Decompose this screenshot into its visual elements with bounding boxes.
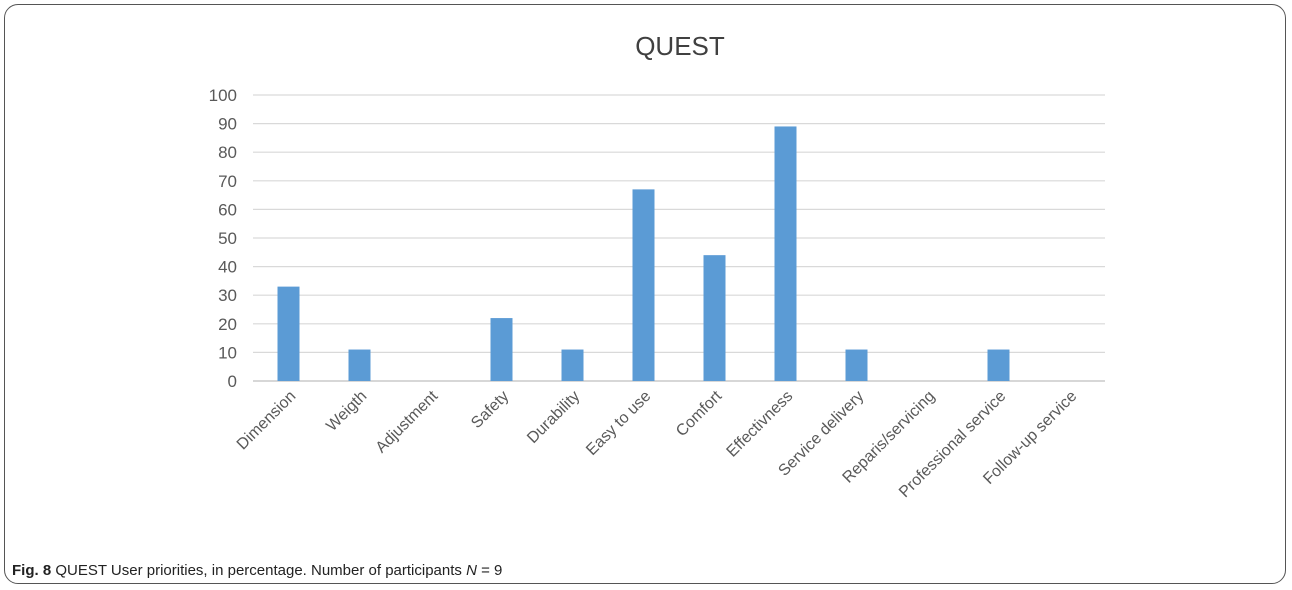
bar <box>277 286 300 381</box>
y-tick-label: 60 <box>218 200 237 219</box>
y-tick-label: 30 <box>218 286 237 305</box>
y-tick-label: 20 <box>218 315 237 334</box>
figure-label: Fig. 8 <box>12 562 52 579</box>
chart-title: QUEST <box>635 31 725 61</box>
x-tick-label: Durability <box>524 388 583 447</box>
caption-text: QUEST User priorities, in percentage. Nu… <box>51 562 467 579</box>
bar <box>490 318 513 381</box>
y-tick-label: 80 <box>218 143 237 162</box>
figure-caption: Fig. 8 QUEST User priorities, in percent… <box>12 562 502 579</box>
x-tick-label: Easy to use <box>583 388 654 459</box>
y-tick-label: 100 <box>209 86 237 105</box>
x-tick-label: Weigth <box>323 388 370 435</box>
x-tick-label: Comfort <box>673 387 726 440</box>
y-tick-label: 10 <box>218 343 237 362</box>
bar <box>561 349 584 381</box>
bar <box>987 349 1010 381</box>
caption-tail: = 9 <box>476 562 503 579</box>
bar <box>845 349 868 381</box>
y-tick-label: 0 <box>228 372 237 391</box>
x-tick-label: Effectivness <box>724 388 797 461</box>
y-tick-label: 90 <box>218 115 237 134</box>
y-tick-label: 40 <box>218 258 237 277</box>
caption-variable: N <box>466 562 477 579</box>
figure-frame <box>4 4 1286 584</box>
x-tick-label: Dimension <box>234 388 299 453</box>
x-tick-label: Safety <box>468 388 512 432</box>
y-tick-label: 50 <box>218 229 237 248</box>
bar <box>348 349 371 381</box>
x-tick-label: Adjustment <box>373 387 442 456</box>
bar <box>774 126 797 382</box>
y-tick-label: 70 <box>218 172 237 191</box>
bar <box>703 255 726 381</box>
bar <box>632 189 655 381</box>
